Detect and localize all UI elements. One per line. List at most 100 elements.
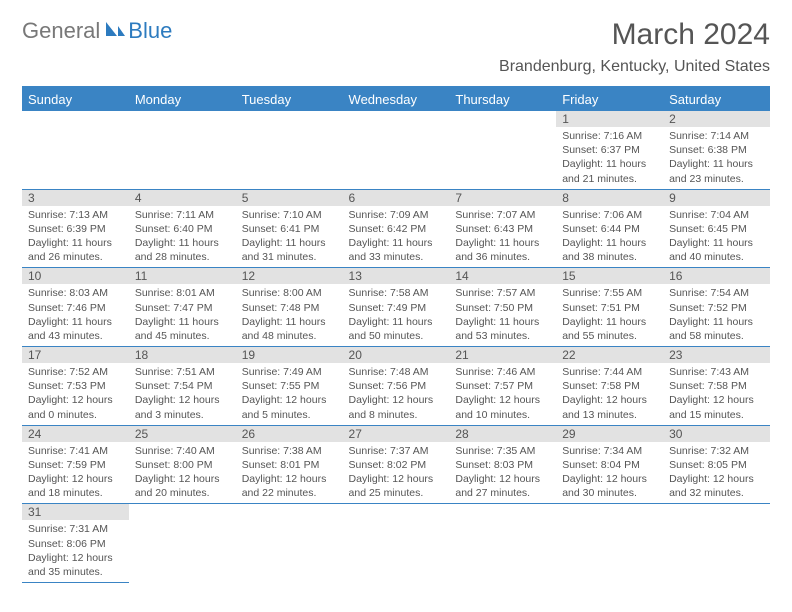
- sunrise-line: Sunrise: 7:43 AM: [669, 365, 764, 379]
- sunset-line: Sunset: 7:47 PM: [135, 301, 230, 315]
- daylight-line-2: and 50 minutes.: [349, 329, 444, 343]
- calendar-cell: [556, 504, 663, 583]
- daylight-line-1: Daylight: 12 hours: [242, 393, 337, 407]
- day-details: Sunrise: 7:16 AMSunset: 6:37 PMDaylight:…: [556, 127, 663, 189]
- sunset-line: Sunset: 8:01 PM: [242, 458, 337, 472]
- day-details: Sunrise: 7:06 AMSunset: 6:44 PMDaylight:…: [556, 206, 663, 268]
- calendar-cell: 16Sunrise: 7:54 AMSunset: 7:52 PMDayligh…: [663, 268, 770, 347]
- sunrise-line: Sunrise: 7:55 AM: [562, 286, 657, 300]
- sunset-line: Sunset: 6:44 PM: [562, 222, 657, 236]
- daylight-line-2: and 58 minutes.: [669, 329, 764, 343]
- day-details: Sunrise: 7:11 AMSunset: 6:40 PMDaylight:…: [129, 206, 236, 268]
- sunset-line: Sunset: 6:41 PM: [242, 222, 337, 236]
- daylight-line-2: and 55 minutes.: [562, 329, 657, 343]
- daylight-line-1: Daylight: 12 hours: [135, 472, 230, 486]
- day-details: Sunrise: 7:13 AMSunset: 6:39 PMDaylight:…: [22, 206, 129, 268]
- daylight-line-1: Daylight: 12 hours: [349, 472, 444, 486]
- day-number: 29: [556, 426, 663, 442]
- daylight-line-2: and 28 minutes.: [135, 250, 230, 264]
- calendar-cell: 12Sunrise: 8:00 AMSunset: 7:48 PMDayligh…: [236, 268, 343, 347]
- day-number: 5: [236, 190, 343, 206]
- daylight-line-1: Daylight: 12 hours: [562, 393, 657, 407]
- calendar-cell: [22, 111, 129, 189]
- day-number: 11: [129, 268, 236, 284]
- day-details: Sunrise: 7:04 AMSunset: 6:45 PMDaylight:…: [663, 206, 770, 268]
- daylight-line-1: Daylight: 11 hours: [135, 236, 230, 250]
- sunrise-line: Sunrise: 7:07 AM: [455, 208, 550, 222]
- sunset-line: Sunset: 7:48 PM: [242, 301, 337, 315]
- daylight-line-2: and 20 minutes.: [135, 486, 230, 500]
- day-details: Sunrise: 7:41 AMSunset: 7:59 PMDaylight:…: [22, 442, 129, 504]
- logo-text-blue: Blue: [128, 18, 172, 44]
- daylight-line-2: and 0 minutes.: [28, 408, 123, 422]
- sunrise-line: Sunrise: 7:57 AM: [455, 286, 550, 300]
- sunset-line: Sunset: 6:37 PM: [562, 143, 657, 157]
- calendar-cell: 13Sunrise: 7:58 AMSunset: 7:49 PMDayligh…: [343, 268, 450, 347]
- day-details: Sunrise: 7:31 AMSunset: 8:06 PMDaylight:…: [22, 520, 129, 582]
- day-number: 22: [556, 347, 663, 363]
- day-details: Sunrise: 7:49 AMSunset: 7:55 PMDaylight:…: [236, 363, 343, 425]
- daylight-line-1: Daylight: 11 hours: [349, 236, 444, 250]
- calendar-cell: [343, 111, 450, 189]
- sunset-line: Sunset: 7:58 PM: [669, 379, 764, 393]
- day-details: Sunrise: 7:32 AMSunset: 8:05 PMDaylight:…: [663, 442, 770, 504]
- calendar-cell: 29Sunrise: 7:34 AMSunset: 8:04 PMDayligh…: [556, 425, 663, 504]
- daylight-line-1: Daylight: 11 hours: [242, 315, 337, 329]
- day-details: Sunrise: 7:34 AMSunset: 8:04 PMDaylight:…: [556, 442, 663, 504]
- daylight-line-1: Daylight: 11 hours: [669, 315, 764, 329]
- calendar-cell: 15Sunrise: 7:55 AMSunset: 7:51 PMDayligh…: [556, 268, 663, 347]
- sunrise-line: Sunrise: 7:41 AM: [28, 444, 123, 458]
- sunrise-line: Sunrise: 7:09 AM: [349, 208, 444, 222]
- daylight-line-2: and 35 minutes.: [28, 565, 123, 579]
- daylight-line-2: and 32 minutes.: [669, 486, 764, 500]
- sunrise-line: Sunrise: 7:14 AM: [669, 129, 764, 143]
- calendar-cell: 24Sunrise: 7:41 AMSunset: 7:59 PMDayligh…: [22, 425, 129, 504]
- calendar-cell: 26Sunrise: 7:38 AMSunset: 8:01 PMDayligh…: [236, 425, 343, 504]
- daylight-line-1: Daylight: 11 hours: [562, 236, 657, 250]
- sunset-line: Sunset: 6:38 PM: [669, 143, 764, 157]
- day-details: Sunrise: 7:51 AMSunset: 7:54 PMDaylight:…: [129, 363, 236, 425]
- daylight-line-1: Daylight: 11 hours: [455, 315, 550, 329]
- day-details: Sunrise: 7:14 AMSunset: 6:38 PMDaylight:…: [663, 127, 770, 189]
- day-number: 4: [129, 190, 236, 206]
- day-details: Sunrise: 7:57 AMSunset: 7:50 PMDaylight:…: [449, 284, 556, 346]
- calendar-cell: 10Sunrise: 8:03 AMSunset: 7:46 PMDayligh…: [22, 268, 129, 347]
- calendar-row: 17Sunrise: 7:52 AMSunset: 7:53 PMDayligh…: [22, 347, 770, 426]
- day-number: 19: [236, 347, 343, 363]
- weekday-header: Monday: [129, 87, 236, 111]
- day-number: 6: [343, 190, 450, 206]
- day-number: 25: [129, 426, 236, 442]
- calendar-head: SundayMondayTuesdayWednesdayThursdayFrid…: [22, 87, 770, 111]
- sunset-line: Sunset: 8:03 PM: [455, 458, 550, 472]
- daylight-line-1: Daylight: 11 hours: [669, 157, 764, 171]
- sunset-line: Sunset: 6:43 PM: [455, 222, 550, 236]
- day-details: Sunrise: 7:37 AMSunset: 8:02 PMDaylight:…: [343, 442, 450, 504]
- sunrise-line: Sunrise: 7:06 AM: [562, 208, 657, 222]
- calendar-body: 1Sunrise: 7:16 AMSunset: 6:37 PMDaylight…: [22, 111, 770, 583]
- daylight-line-2: and 33 minutes.: [349, 250, 444, 264]
- daylight-line-1: Daylight: 12 hours: [28, 472, 123, 486]
- sunrise-line: Sunrise: 7:52 AM: [28, 365, 123, 379]
- daylight-line-1: Daylight: 11 hours: [562, 157, 657, 171]
- daylight-line-1: Daylight: 12 hours: [349, 393, 444, 407]
- calendar-cell: 20Sunrise: 7:48 AMSunset: 7:56 PMDayligh…: [343, 347, 450, 426]
- calendar-cell: 31Sunrise: 7:31 AMSunset: 8:06 PMDayligh…: [22, 504, 129, 583]
- sunset-line: Sunset: 6:42 PM: [349, 222, 444, 236]
- day-number: 8: [556, 190, 663, 206]
- sunrise-line: Sunrise: 7:48 AM: [349, 365, 444, 379]
- weekday-header: Sunday: [22, 87, 129, 111]
- sunrise-line: Sunrise: 7:40 AM: [135, 444, 230, 458]
- calendar-cell: 3Sunrise: 7:13 AMSunset: 6:39 PMDaylight…: [22, 189, 129, 268]
- calendar-cell: 7Sunrise: 7:07 AMSunset: 6:43 PMDaylight…: [449, 189, 556, 268]
- calendar-cell: 21Sunrise: 7:46 AMSunset: 7:57 PMDayligh…: [449, 347, 556, 426]
- sunset-line: Sunset: 7:55 PM: [242, 379, 337, 393]
- sunset-line: Sunset: 7:50 PM: [455, 301, 550, 315]
- day-number: 10: [22, 268, 129, 284]
- calendar-cell: [129, 504, 236, 583]
- calendar-cell: [663, 504, 770, 583]
- sunrise-line: Sunrise: 7:31 AM: [28, 522, 123, 536]
- day-number: 1: [556, 111, 663, 127]
- calendar-row: 31Sunrise: 7:31 AMSunset: 8:06 PMDayligh…: [22, 504, 770, 583]
- calendar-cell: 18Sunrise: 7:51 AMSunset: 7:54 PMDayligh…: [129, 347, 236, 426]
- daylight-line-2: and 10 minutes.: [455, 408, 550, 422]
